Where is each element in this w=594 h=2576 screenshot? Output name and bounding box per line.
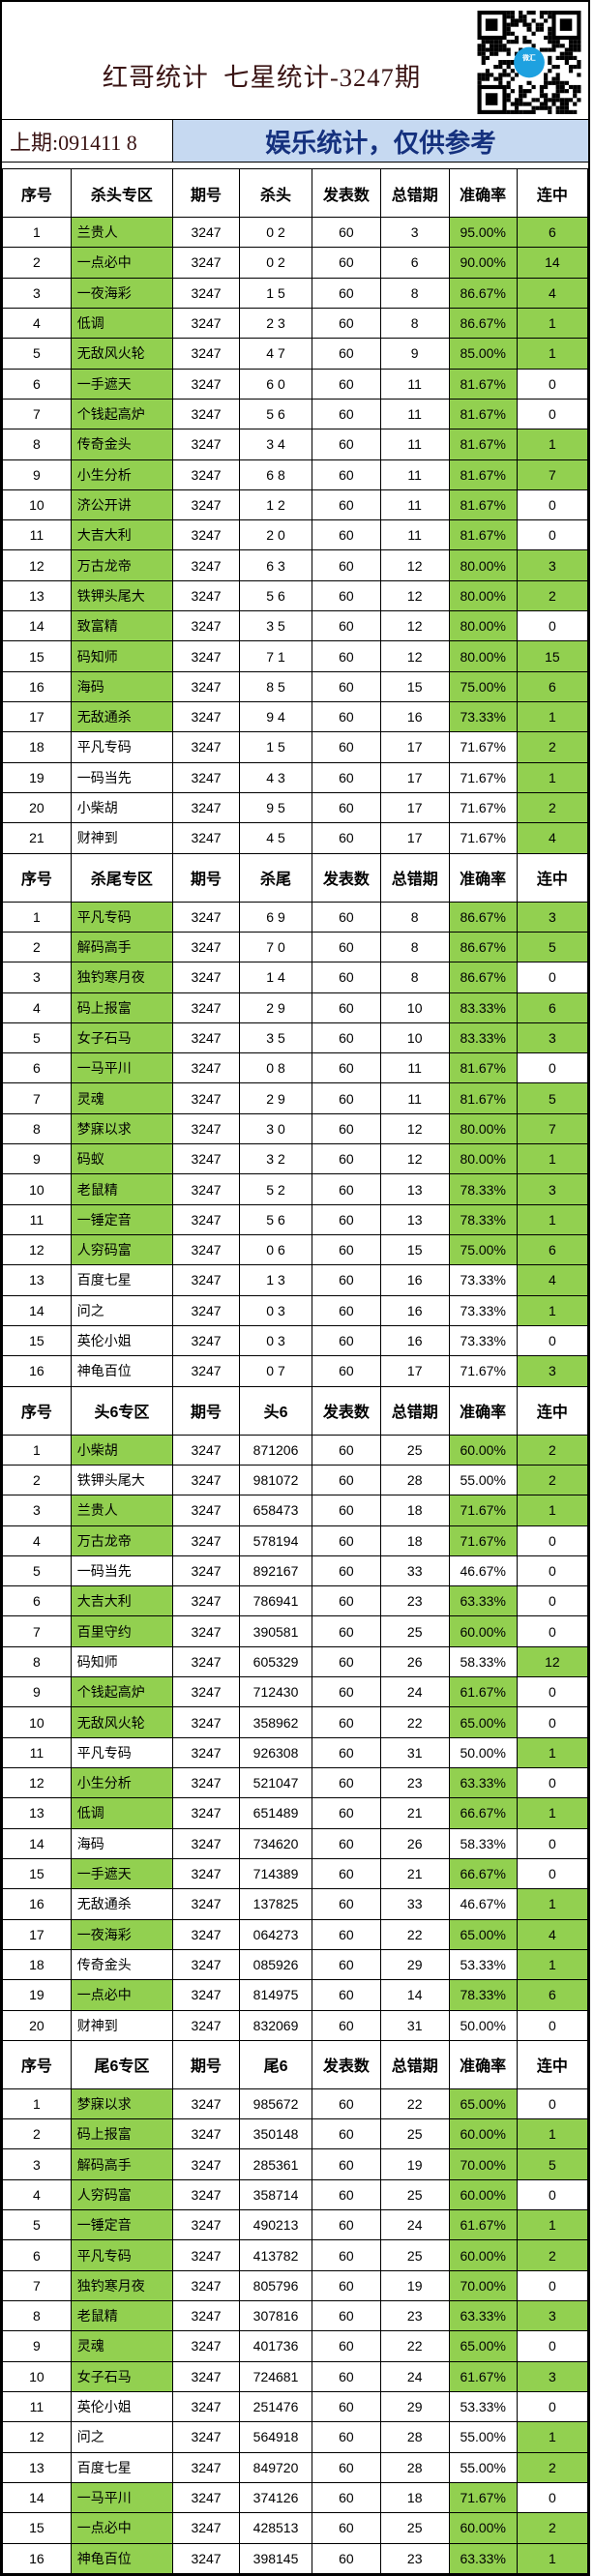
svg-text:微汇: 微汇 — [521, 53, 536, 62]
